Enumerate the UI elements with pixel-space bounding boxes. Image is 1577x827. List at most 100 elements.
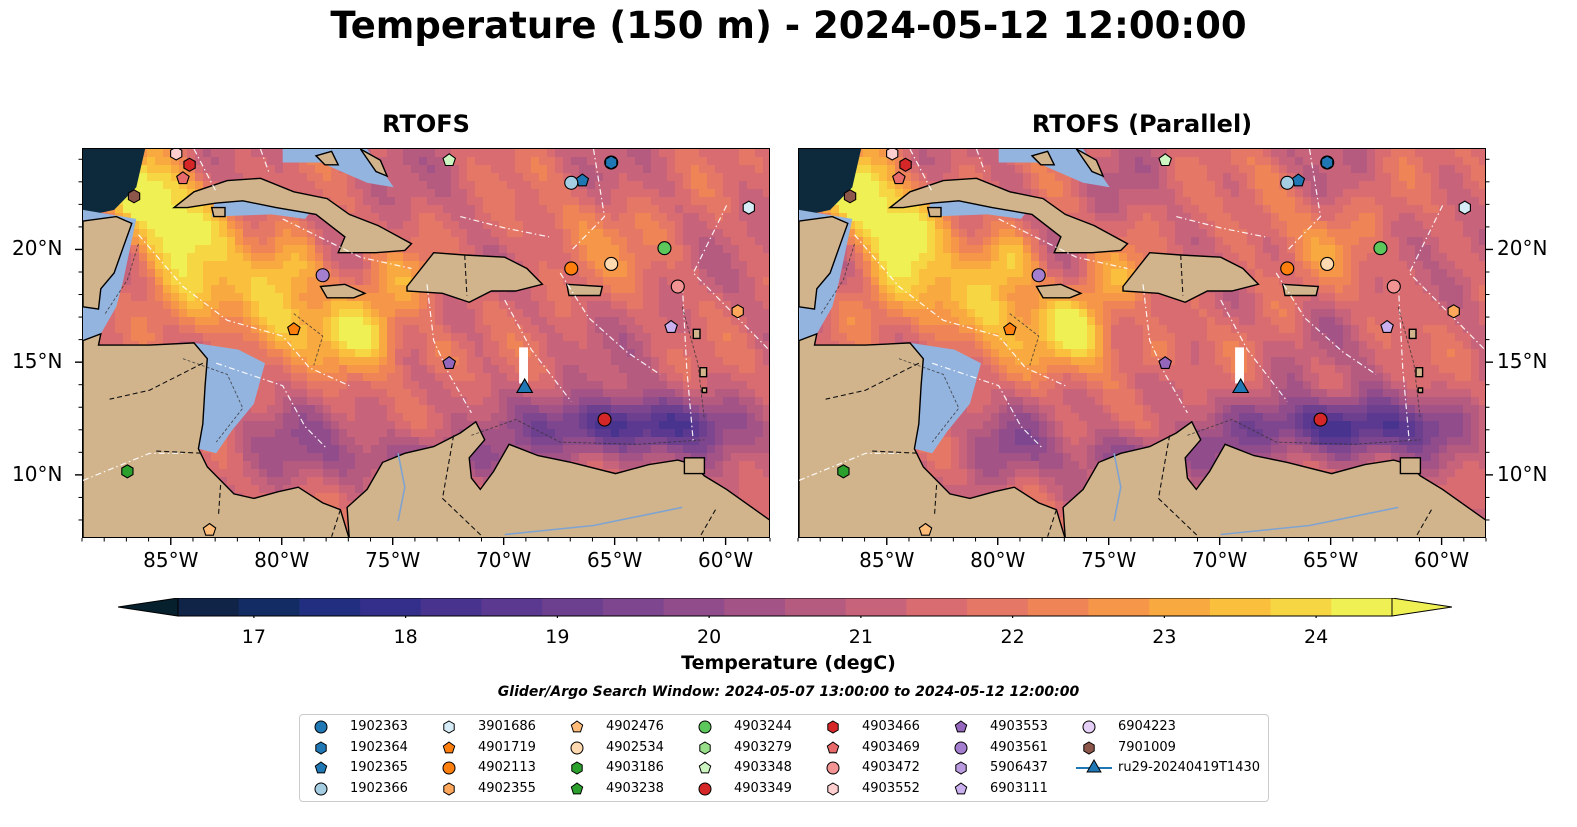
- marker-4903348[interactable]: [442, 153, 457, 167]
- hexagon-marker-icon: [1083, 740, 1095, 755]
- colorbar-tick-label: 19: [545, 626, 570, 648]
- marker-4903472[interactable]: [1386, 279, 1401, 294]
- colorbar-swatch: [178, 598, 240, 616]
- marker-4903469[interactable]: [176, 171, 190, 185]
- land-centralAmerica: [799, 332, 1066, 537]
- circle-marker-icon: [698, 782, 712, 795]
- marker-4903552[interactable]: [886, 149, 899, 161]
- colorbar-tick-label: 18: [393, 626, 418, 648]
- map-canvas: [83, 149, 769, 537]
- map-panel-rtofs-parallel[interactable]: [798, 148, 1486, 538]
- marker-1902366[interactable]: [1280, 175, 1295, 190]
- colorbar-swatch: [238, 598, 300, 616]
- marker-4903552[interactable]: [170, 149, 183, 161]
- marker-ru29-20240419T1430[interactable]: [1231, 377, 1250, 394]
- marker-4902113[interactable]: [1280, 261, 1295, 276]
- marker-6903111[interactable]: [1380, 319, 1394, 333]
- marker-4901719[interactable]: [287, 322, 301, 336]
- circle-marker-icon: [442, 761, 456, 775]
- legend-item-label: 4903553: [990, 719, 1048, 734]
- marker-1902365[interactable]: [1291, 173, 1306, 187]
- circle-marker-icon: [826, 761, 840, 775]
- marker-4903472[interactable]: [670, 279, 685, 294]
- marker-4903349[interactable]: [597, 412, 612, 427]
- marker-4903186[interactable]: [121, 464, 134, 479]
- land-yucatan: [83, 215, 133, 310]
- marker-4902476[interactable]: [918, 522, 933, 536]
- x-tick-label: 75°W: [1081, 548, 1137, 572]
- marker-4902355[interactable]: [731, 304, 744, 319]
- marker-1902365[interactable]: [575, 173, 590, 187]
- marker-7901009[interactable]: [127, 189, 141, 204]
- panel-title-rtofs: RTOFS: [382, 110, 470, 138]
- marker-4903553[interactable]: [442, 356, 457, 369]
- marker-4903466[interactable]: [899, 157, 912, 172]
- marker-4903244[interactable]: [657, 241, 672, 256]
- marker-1902366[interactable]: [564, 175, 579, 190]
- marker-4903186[interactable]: [837, 464, 850, 479]
- marker-1902364[interactable]: [1321, 155, 1334, 170]
- marker-4903561[interactable]: [1031, 268, 1046, 283]
- land-lesser2: [1415, 366, 1424, 378]
- marker-4903349[interactable]: [1313, 412, 1328, 427]
- marker-3901686[interactable]: [1458, 200, 1471, 215]
- hexagon-marker-icon: [827, 720, 839, 734]
- pentagon-marker-icon: [954, 720, 968, 733]
- colorbar-tick-label: 20: [697, 626, 722, 648]
- land-hispaniola: [406, 251, 544, 304]
- colorbar-swatch: [785, 598, 847, 616]
- panel-title-rtofs-parallel: RTOFS (Parallel): [1031, 110, 1253, 138]
- marker-4903348[interactable]: [1158, 153, 1173, 167]
- legend-item-label: 4901719: [478, 739, 536, 755]
- x-tick-label: 70°W: [476, 548, 532, 572]
- land-lesser3: [1417, 387, 1424, 394]
- marker-4903553[interactable]: [1158, 356, 1173, 369]
- marker-4902476[interactable]: [202, 522, 217, 536]
- legend-item-label: 6904223: [1118, 719, 1176, 734]
- x-tick-label: 60°W: [697, 548, 754, 572]
- hexagon-marker-icon: [571, 761, 583, 775]
- colorbar-tick-label: 22: [1000, 626, 1025, 648]
- pentagon-marker-icon: [954, 781, 968, 794]
- colorbar-tick-label: 21: [848, 626, 873, 648]
- land-yucatan: [799, 215, 849, 310]
- colorbar-swatch: [1149, 598, 1211, 616]
- marker-6903111[interactable]: [664, 319, 678, 333]
- land-southAmerica: [1062, 420, 1485, 537]
- marker-4903469[interactable]: [892, 171, 906, 185]
- hexagon-marker-icon: [443, 720, 455, 734]
- marker-3901686[interactable]: [742, 200, 755, 215]
- legend-item-label: 1902363: [350, 719, 408, 734]
- marker-ru29-20240419T1430[interactable]: [515, 377, 534, 394]
- hexagon-marker-icon: [699, 740, 711, 755]
- land-jamaica: [319, 283, 367, 299]
- marker-7901009[interactable]: [843, 189, 857, 204]
- x-tick-label: 85°W: [859, 548, 915, 572]
- marker-4902534[interactable]: [604, 256, 619, 272]
- marker-4902355[interactable]: [1447, 304, 1460, 319]
- y-tick-label-right: 15°N: [1497, 349, 1548, 374]
- marker-4903561[interactable]: [315, 268, 330, 283]
- x-tick-label: 65°W: [1303, 548, 1359, 572]
- land-lesser2: [699, 366, 708, 378]
- observation-markers: [121, 149, 755, 536]
- legend-item-label: 4903561: [990, 739, 1048, 755]
- marker-4901719[interactable]: [1003, 322, 1017, 336]
- marker-4903244[interactable]: [1373, 241, 1388, 256]
- marker-1902364[interactable]: [605, 155, 618, 170]
- marker-4903466[interactable]: [183, 157, 196, 172]
- hexagon-marker-icon: [827, 781, 839, 796]
- marker-4902534[interactable]: [1320, 256, 1335, 272]
- x-tick-label: 80°W: [254, 548, 310, 572]
- legend-item-label: 3901686: [478, 719, 536, 734]
- circle-marker-icon: [954, 741, 968, 754]
- x-tick-label: 75°W: [365, 548, 421, 572]
- legend-item-label: 4903279: [734, 739, 792, 755]
- land-bahamas2: [1075, 149, 1105, 178]
- legend-item-label: 4902113: [478, 760, 536, 775]
- legend-item-label: 4903469: [862, 739, 920, 755]
- colorbar-swatch: [299, 598, 361, 616]
- marker-4902113[interactable]: [564, 261, 579, 276]
- triangle-marker-icon: [1076, 759, 1112, 773]
- map-panel-rtofs[interactable]: [82, 148, 770, 538]
